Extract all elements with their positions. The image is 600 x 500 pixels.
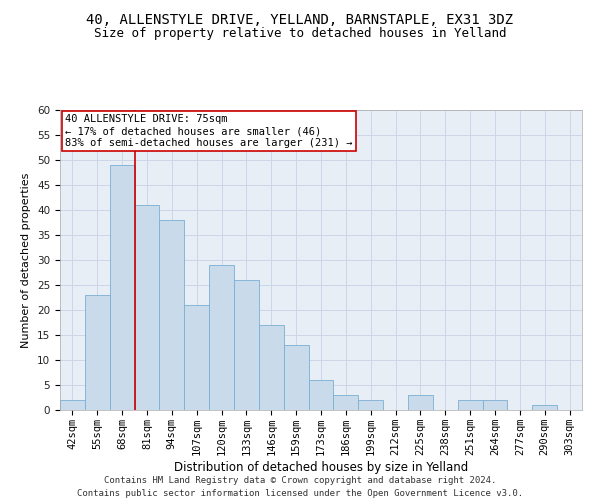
Bar: [334, 395, 358, 410]
Bar: [184, 305, 209, 410]
Bar: [134, 205, 160, 410]
Bar: [482, 400, 508, 410]
Bar: [358, 400, 383, 410]
Bar: [458, 400, 482, 410]
Bar: [284, 345, 308, 410]
Bar: [160, 220, 184, 410]
Bar: [234, 280, 259, 410]
Bar: [85, 295, 110, 410]
Text: Size of property relative to detached houses in Yelland: Size of property relative to detached ho…: [94, 28, 506, 40]
Bar: [259, 325, 284, 410]
Bar: [308, 380, 334, 410]
Text: 40, ALLENSTYLE DRIVE, YELLAND, BARNSTAPLE, EX31 3DZ: 40, ALLENSTYLE DRIVE, YELLAND, BARNSTAPL…: [86, 12, 514, 26]
Bar: [60, 400, 85, 410]
Bar: [532, 405, 557, 410]
Text: 40 ALLENSTYLE DRIVE: 75sqm
← 17% of detached houses are smaller (46)
83% of semi: 40 ALLENSTYLE DRIVE: 75sqm ← 17% of deta…: [65, 114, 353, 148]
Bar: [110, 165, 134, 410]
Bar: [408, 395, 433, 410]
Y-axis label: Number of detached properties: Number of detached properties: [22, 172, 31, 348]
Text: Contains HM Land Registry data © Crown copyright and database right 2024.
Contai: Contains HM Land Registry data © Crown c…: [77, 476, 523, 498]
X-axis label: Distribution of detached houses by size in Yelland: Distribution of detached houses by size …: [174, 460, 468, 473]
Bar: [209, 265, 234, 410]
